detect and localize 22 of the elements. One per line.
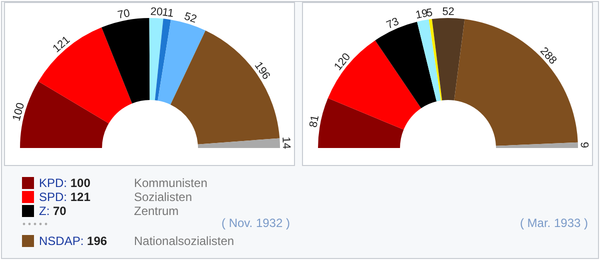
- data-label: 9: [578, 142, 590, 148]
- text: Zentrum: [134, 204, 179, 218]
- data-label: 73: [384, 16, 401, 32]
- data-label: 120: [332, 51, 354, 73]
- legend-label: KPD: 100: [39, 176, 90, 190]
- text: ( Nov. 1932 ): [222, 216, 290, 230]
- data-label: 100: [10, 101, 28, 122]
- legend-label: Z: 70: [39, 204, 66, 218]
- text: Kommunisten: [134, 176, 208, 190]
- data-label: 288: [538, 45, 559, 67]
- data-label: 196: [252, 60, 272, 82]
- data-label: 81: [308, 114, 322, 129]
- data-label: 121: [50, 34, 72, 56]
- data-label: 52: [182, 10, 198, 26]
- data-label: 52: [442, 6, 454, 18]
- text: Nationalsozialisten: [134, 234, 234, 248]
- legend-label: NSDAP: 196: [39, 234, 108, 248]
- data-label: 14: [280, 136, 292, 150]
- text: Sozialisten: [134, 190, 192, 204]
- data-label: 70: [116, 7, 131, 22]
- text: ( Mar. 1933 ): [520, 216, 588, 230]
- legend-label: SPD: 121: [39, 190, 90, 204]
